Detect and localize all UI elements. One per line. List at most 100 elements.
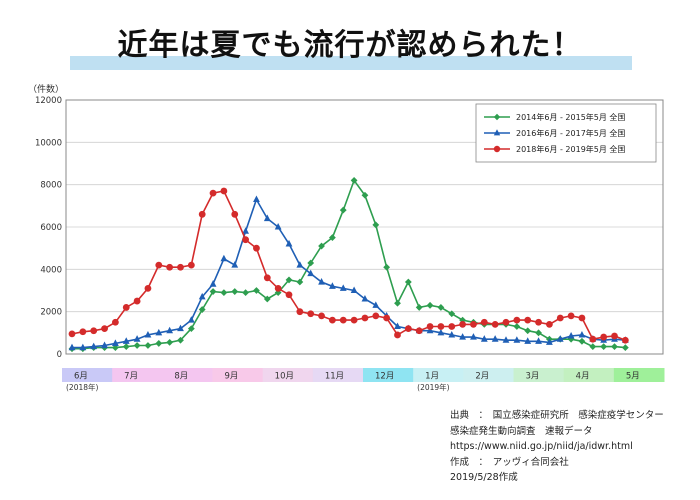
data-point [68,330,76,338]
month-label: 6月 [74,372,88,382]
data-point [535,329,542,337]
series-circle [68,187,629,344]
data-point [546,338,553,345]
data-point [166,326,174,334]
month-label: 4月 [576,372,590,382]
month-band-cell [62,368,113,382]
data-point [144,330,152,338]
data-point [459,320,466,328]
month-label: 1月 [425,372,439,382]
series-diamond [68,177,629,353]
data-point [274,223,282,230]
data-point [361,294,369,302]
data-point [493,145,501,153]
data-point [394,322,401,330]
month-band: 6月 7月 8月 9月 10月 11月 12月 1月 2月 3月 4月 5月 (2018年) (2019年… [62,368,665,392]
data-point [68,343,76,351]
data-point [513,323,521,330]
author-line: 作成 ： アッヴィ合同会社 [450,456,569,468]
data-point [296,278,304,286]
month-band-cell [613,368,665,382]
data-point [209,280,217,287]
data-point [372,221,380,229]
data-point [329,316,336,324]
y-tick-label: 2000 [40,308,62,318]
data-point [600,343,608,350]
data-point [350,286,358,294]
y-tick-label: 10000 [35,138,62,148]
data-point [101,341,108,349]
series-line [72,178,626,350]
data-point [274,284,282,292]
grid [66,141,663,313]
month-label: 11月 [325,372,344,382]
data-point [524,327,532,335]
y-axis-label: （件数） [28,83,64,95]
y-tick-label: 4000 [40,265,62,275]
legend-item: 2018年6月 - 2019年5月 全国 [484,144,625,154]
data-point [459,333,466,340]
data-point [263,295,271,303]
data-point [578,314,586,322]
data-point [567,332,575,339]
data-point [470,333,477,340]
data-point [491,320,499,328]
month-band-cell [463,368,514,382]
data-point [339,316,347,324]
data-point [426,326,434,334]
data-point [589,335,597,343]
data-point [318,312,325,320]
data-point [600,333,608,341]
y-tick-label: 8000 [40,181,62,191]
data-point [339,206,347,214]
data-point [166,338,174,346]
data-point [329,234,336,241]
data-point [493,113,501,121]
month-label: 2月 [475,372,489,382]
data-point [426,323,434,330]
data-point [144,284,152,292]
data-point [253,287,260,294]
data-point [209,288,217,295]
data-point [361,191,369,199]
data-point [285,276,293,284]
data-point [122,304,130,311]
data-point [524,337,532,344]
month-band-cell [312,368,364,382]
data-point [383,314,391,322]
data-point [285,239,293,247]
data-point [524,316,532,324]
data-point [133,335,141,342]
data-point [437,328,445,336]
data-point [253,244,260,252]
data-point [112,339,119,346]
month-band-cell [162,368,213,382]
month-label: 10月 [275,372,294,382]
data-point [90,342,98,350]
data-point [307,269,315,277]
data-point [79,343,87,351]
data-point [448,310,456,318]
data-point [437,323,445,330]
source-line: 感染症発生動向調査 速報データ [450,425,593,437]
data-point [513,336,521,343]
data-point [426,301,434,309]
data-point [177,324,184,332]
month-label: 9月 [225,372,239,382]
legend: 2014年6月 - 2015年5月 全国 2016年6月 - 2017年5月 全国… [475,103,657,163]
data-point [112,318,119,326]
data-point [242,289,249,297]
month-label: 8月 [174,372,188,382]
data-point [339,284,347,291]
data-point [122,343,130,350]
page-title: 近年は夏でも流行が認められた！ [117,28,583,63]
year-marker: (2018年) [66,382,99,392]
month-band-cell [413,368,464,382]
data-point [318,278,325,285]
data-point [133,297,141,305]
year-marker: (2019年) [417,382,450,392]
legend-label: 2018年6月 - 2019年5月 全国 [516,144,625,154]
data-point [101,325,108,332]
data-point [415,327,423,335]
data-point [177,336,184,344]
